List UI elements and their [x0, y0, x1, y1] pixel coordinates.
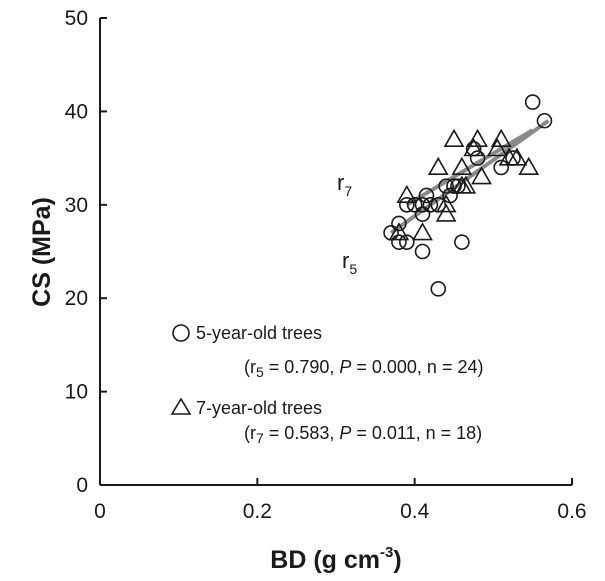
point-5yr	[493, 159, 510, 176]
point-5yr	[414, 197, 431, 213]
point-7yr	[388, 222, 410, 241]
point-5yr	[391, 215, 407, 232]
y-tick-label: 40	[65, 100, 88, 123]
y-tick-label: 30	[65, 194, 88, 217]
x-tick-label: 0	[94, 500, 106, 523]
y-tick-label: 0	[76, 474, 88, 497]
point-7yr	[427, 156, 449, 175]
x-axis-ticks: 0 0.2 0.4 0.6	[94, 478, 587, 523]
x-tick-label: 0.6	[557, 500, 586, 523]
legend: 5-year-old trees (r5 = 0.790, P = 0.000,…	[170, 323, 483, 446]
point-7yr	[412, 222, 433, 241]
point-5yr	[406, 197, 423, 213]
plot-area	[99, 18, 572, 486]
legend-triangle-marker	[170, 397, 192, 415]
point-7yr	[435, 194, 457, 213]
point-5yr	[398, 197, 415, 213]
point-7yr	[443, 128, 465, 147]
point-5yr	[398, 234, 415, 250]
trend-label-r5: r5	[342, 248, 357, 277]
x-axis-title: BD (g cm-3)	[270, 544, 401, 574]
point-5yr	[469, 150, 486, 166]
point-7yr	[506, 147, 528, 166]
point-7yr	[518, 156, 540, 175]
point-5yr	[422, 197, 439, 213]
point-5yr	[414, 243, 431, 260]
trend-line-5yr	[389, 119, 550, 235]
y-axis-title: CS (MPa)	[28, 197, 56, 307]
data-points	[383, 94, 553, 297]
legend-stats-5yr: (r5 = 0.790, P = 0.000, n = 24)	[244, 357, 483, 380]
legend-stats-7yr: (r7 = 0.583, P = 0.011, n = 18)	[244, 423, 482, 446]
legend-label-7yr: 7-year-old trees	[196, 398, 322, 418]
point-7yr	[471, 166, 492, 185]
x-tick-label: 0.4	[400, 500, 430, 523]
trend-line-7yr	[405, 128, 534, 207]
point-7yr	[435, 203, 457, 222]
trend-lines	[389, 119, 550, 235]
point-5yr	[438, 178, 454, 194]
point-5yr	[454, 234, 470, 250]
legend-circle-marker	[172, 324, 190, 342]
trend-label-r7: r7	[337, 170, 352, 199]
point-5yr	[414, 206, 431, 222]
x-tick-label: 0.2	[243, 500, 272, 523]
point-7yr	[451, 175, 473, 194]
point-7yr	[396, 184, 418, 204]
point-7yr	[451, 156, 473, 175]
y-tick-label: 10	[65, 381, 88, 404]
y-tick-label: 50	[65, 7, 88, 30]
point-5yr	[430, 281, 447, 297]
point-5yr	[524, 94, 541, 110]
point-5yr	[536, 112, 553, 129]
point-7yr	[486, 138, 508, 157]
point-7yr	[490, 128, 512, 147]
point-7yr	[463, 138, 485, 157]
y-axis-ticks: 0 10 20 30 40 50	[65, 7, 107, 497]
y-tick-label: 20	[65, 287, 88, 310]
point-5yr	[391, 234, 407, 250]
point-7yr	[467, 128, 488, 147]
point-5yr	[418, 187, 435, 204]
legend-label-5yr: 5-year-old trees	[196, 323, 322, 343]
